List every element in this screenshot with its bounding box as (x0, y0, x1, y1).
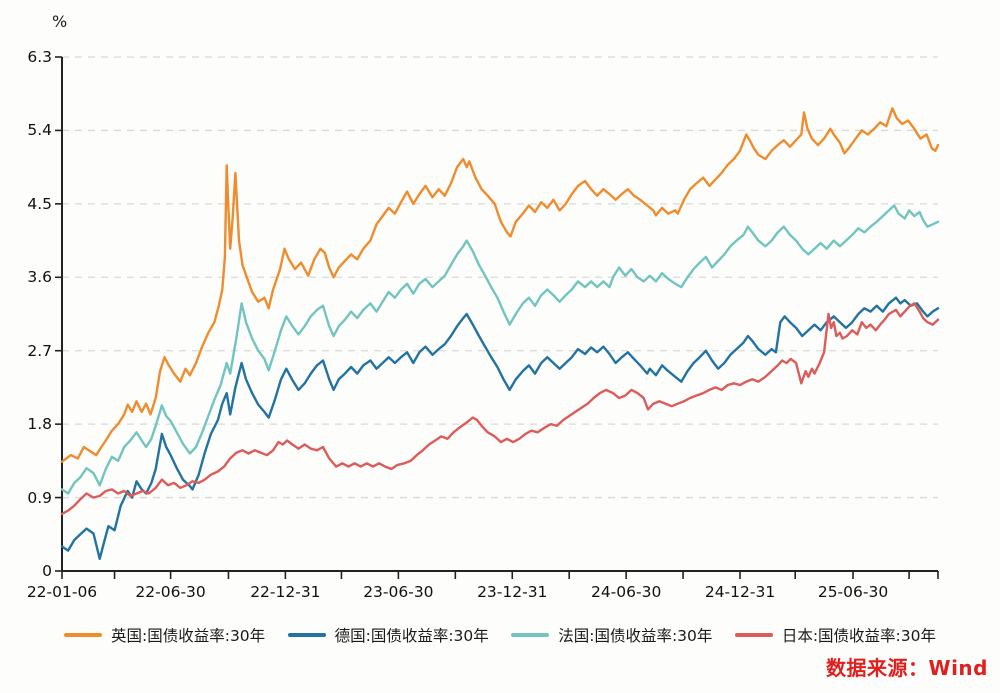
series-line (60, 296, 940, 560)
legend-item: 英国:国债收益率:30年 (64, 624, 265, 646)
legend-label: 日本:国债收益率:30年 (781, 627, 936, 645)
series-line (60, 204, 940, 495)
x-tick-label: 24-06-30 (590, 583, 662, 601)
x-tick-label: 23-12-31 (477, 583, 548, 601)
x-tick-label: 22-12-31 (250, 583, 321, 601)
y-tick-label: 1.8 (27, 415, 52, 434)
legend-item: 法国:国债收益率:30年 (511, 624, 712, 646)
x-tick-label: 24-12-31 (704, 583, 776, 601)
series-line (60, 302, 940, 516)
legend-item: 日本:国债收益率:30年 (734, 624, 936, 646)
y-tick-label: 0.9 (27, 488, 52, 507)
x-tick-label: 22-06-30 (135, 583, 206, 601)
legend-line-swatch (64, 633, 102, 637)
x-tick-label: 23-06-30 (363, 583, 434, 601)
legend-item: 德国:国债收益率:30年 (287, 624, 489, 646)
legend-label: 德国:国债收益率:30年 (334, 627, 489, 645)
legend-line-swatch (511, 633, 550, 637)
y-tick-label: 3.6 (27, 268, 52, 287)
data-source-note: 数据来源：Wind (826, 656, 988, 680)
y-tick-label: 4.5 (27, 194, 52, 213)
legend-label: 英国:国债收益率:30年 (111, 627, 266, 645)
series-line (60, 107, 940, 463)
x-tick-label: 22-01-06 (26, 583, 98, 601)
y-tick-label: 6.3 (27, 48, 52, 66)
legend: 英国:国债收益率:30年 德国:国债收益率:30年 法国:国债收益率:30年 日本:国… (64, 624, 936, 646)
legend-line-swatch (734, 633, 773, 637)
x-tick-label: 25-06-30 (817, 583, 889, 601)
legend-line-swatch (287, 633, 326, 637)
y-tick-label: 2.7 (27, 341, 52, 360)
y-tick-label: 0 (42, 562, 52, 580)
y-axis-unit-label: % (52, 12, 68, 31)
y-tick-label: 5.4 (27, 121, 52, 140)
legend-label: 法国:国债收益率:30年 (558, 627, 713, 645)
